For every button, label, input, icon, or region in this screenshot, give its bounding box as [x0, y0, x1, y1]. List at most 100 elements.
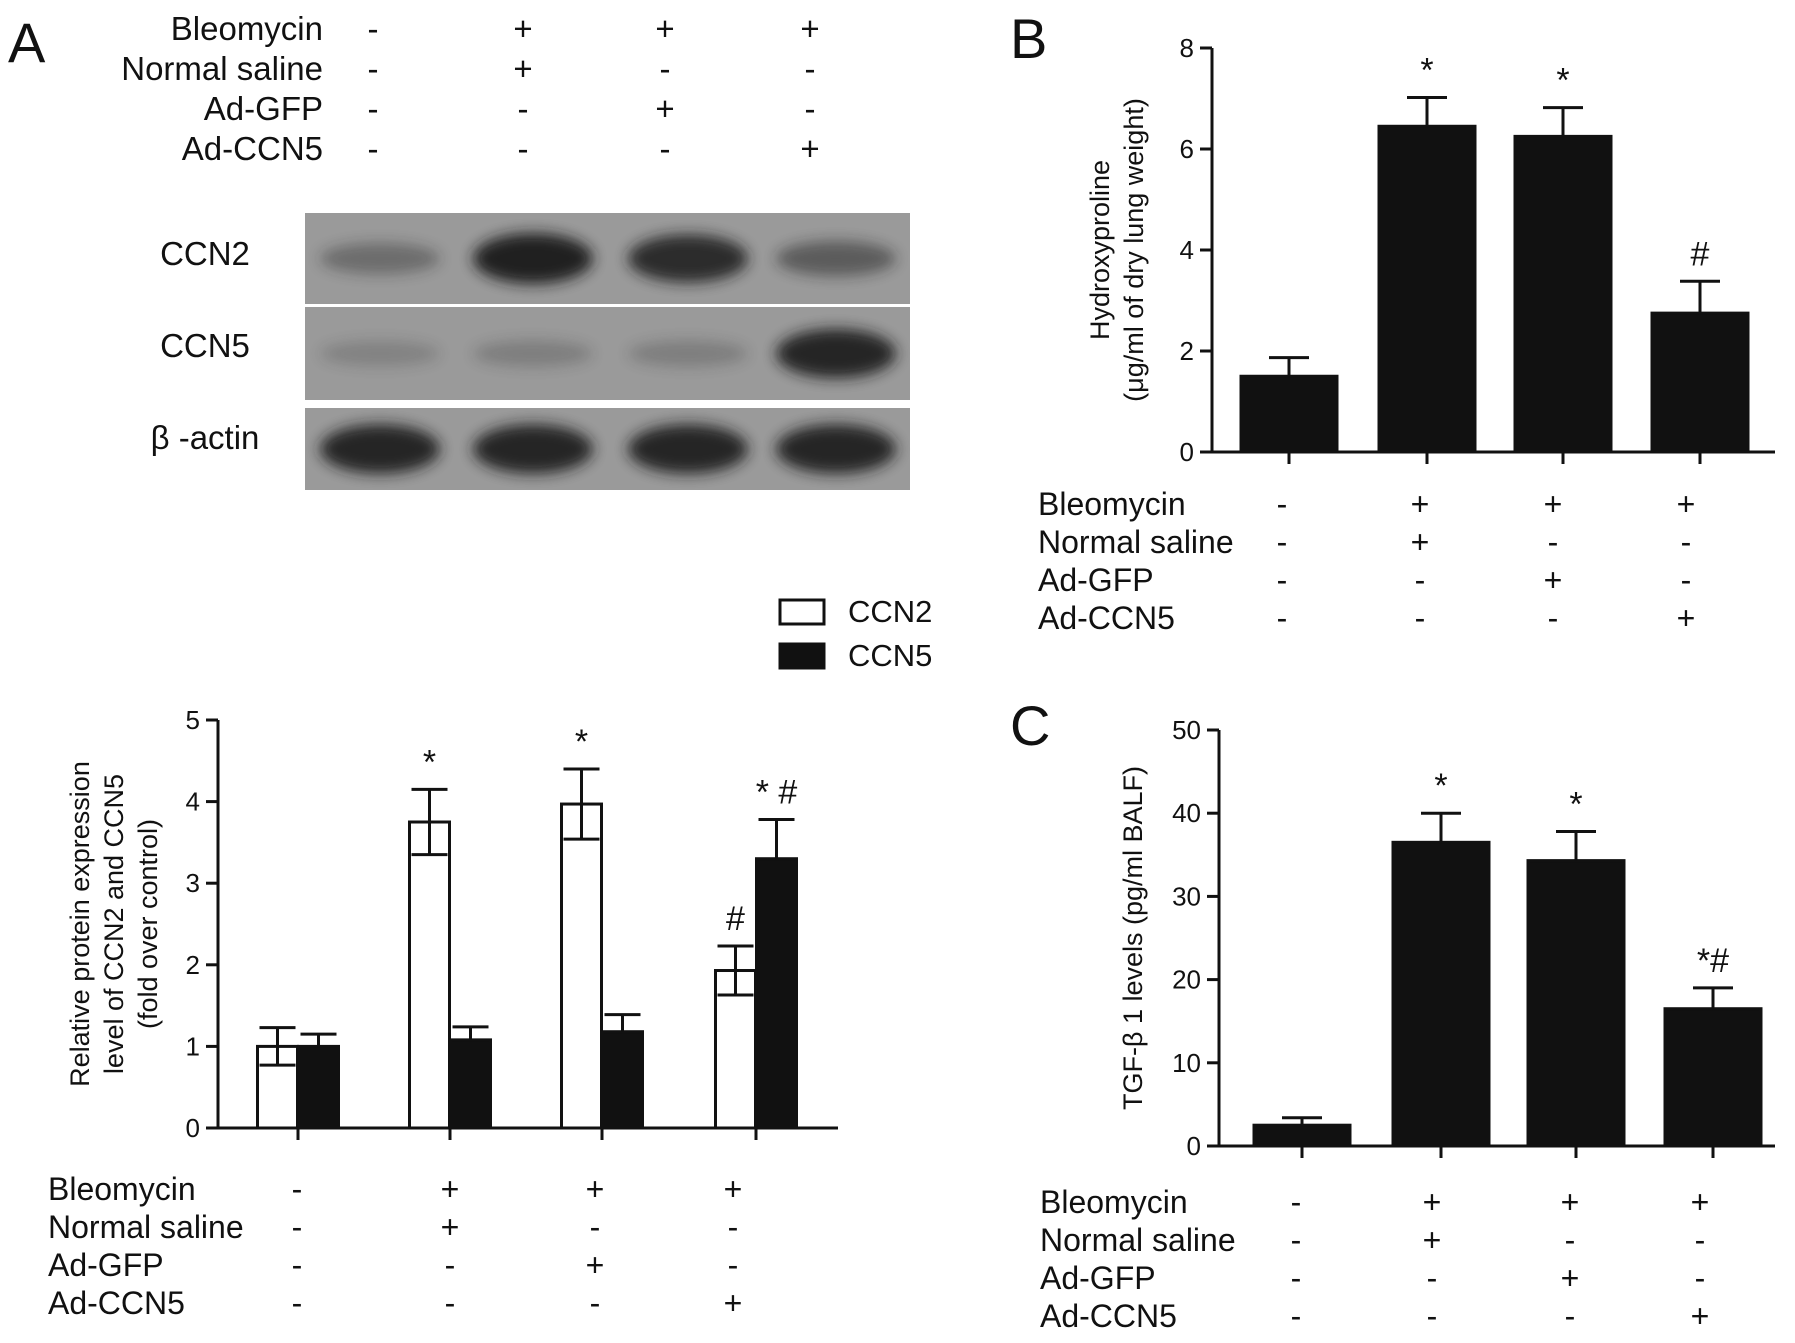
bar [1663, 1007, 1763, 1148]
treatment-tables: Bleomycin - + + +Normal saline - + - -Ad-GFP - - + -… [48, 10, 1709, 1334]
treatment-label: Ad-GFP [48, 1247, 164, 1283]
minus-sign: - [1291, 1298, 1302, 1334]
y-axis-label: level of CCN2 and CCN5 [99, 774, 129, 1074]
blot-band [776, 240, 896, 277]
blot-band [473, 424, 593, 474]
minus-sign: - [805, 90, 816, 127]
y-tick-label: 2 [186, 950, 200, 980]
treatment-label: Normal saline [1040, 1222, 1236, 1258]
chart-b-hydroxyproline: 0 2 4 6 8 Hydroxyproline (μg/ml of dry lung we… [1085, 33, 1775, 467]
bar [1513, 134, 1613, 454]
significance-label: * # [756, 774, 798, 812]
minus-sign: - [1695, 1260, 1706, 1296]
treatment-label: Ad-CCN5 [1040, 1298, 1177, 1334]
blot-band [776, 328, 896, 379]
bar [297, 1044, 340, 1130]
minus-sign: - [660, 50, 671, 87]
y-tick-label: 40 [1172, 798, 1201, 828]
minus-sign: - [445, 1247, 456, 1283]
minus-sign: - [728, 1247, 739, 1283]
blot-band [320, 243, 440, 274]
treatment-label: Bleomycin [171, 10, 323, 47]
legend-swatch [778, 598, 826, 626]
plus-sign: + [1411, 524, 1430, 560]
treatment-label: Normal saline [121, 50, 323, 87]
minus-sign: - [1277, 524, 1288, 560]
treatment-label: Ad-GFP [1040, 1260, 1156, 1296]
minus-sign: - [368, 50, 379, 87]
plus-sign: + [586, 1247, 605, 1283]
plus-sign: + [1423, 1184, 1442, 1220]
minus-sign: - [1565, 1298, 1576, 1334]
y-tick-label: 6 [1180, 134, 1194, 164]
treatment-label: Bleomycin [1040, 1184, 1188, 1220]
plus-sign: + [513, 50, 532, 87]
bar [601, 1030, 644, 1130]
treatment-label: Ad-CCN5 [182, 130, 323, 167]
minus-sign: - [728, 1209, 739, 1245]
blot-band-label: CCN5 [160, 327, 250, 364]
western-blot: CCN2 CCN5 β -actin [151, 213, 910, 490]
minus-sign: - [1277, 600, 1288, 636]
plus-sign: + [724, 1285, 743, 1321]
plus-sign: + [655, 90, 674, 127]
bar [408, 820, 451, 1130]
bar [755, 857, 798, 1130]
legend-label: CCN2 [848, 594, 932, 629]
minus-sign: - [1548, 600, 1559, 636]
blot-band [628, 424, 748, 474]
bar [1526, 859, 1626, 1148]
minus-sign: - [368, 10, 379, 47]
y-tick-label: 1 [186, 1031, 200, 1061]
minus-sign: - [590, 1285, 601, 1321]
y-axis-label: (μg/ml of dry lung weight) [1119, 98, 1149, 402]
y-tick-label: 8 [1180, 33, 1194, 63]
minus-sign: - [1548, 524, 1559, 560]
y-tick-label: 2 [1180, 336, 1194, 366]
minus-sign: - [1291, 1222, 1302, 1258]
plus-sign: + [1561, 1184, 1580, 1220]
significance-label: * [423, 743, 436, 781]
y-tick-label: 4 [186, 787, 200, 817]
blot-band [628, 234, 748, 283]
y-tick-label: 0 [1180, 437, 1194, 467]
plus-sign: + [1544, 562, 1563, 598]
plus-sign: + [1544, 486, 1563, 522]
significance-label: * [1434, 767, 1447, 805]
plus-sign: + [724, 1171, 743, 1207]
bar [1377, 124, 1477, 454]
y-axis-label: Hydroxyproline [1085, 160, 1115, 340]
plus-sign: + [513, 10, 532, 47]
y-tick-label: 30 [1172, 881, 1201, 911]
treatment-label: Normal saline [1038, 524, 1234, 560]
minus-sign: - [1681, 562, 1692, 598]
blot-band-label: β -actin [151, 419, 260, 456]
plus-sign: + [1411, 486, 1430, 522]
legend-swatch [778, 642, 826, 670]
treatment-label: Ad-CCN5 [1038, 600, 1175, 636]
minus-sign: - [518, 130, 529, 167]
minus-sign: - [1291, 1260, 1302, 1296]
bar [1239, 374, 1339, 454]
plus-sign: + [1677, 486, 1696, 522]
y-tick-label: 20 [1172, 965, 1201, 995]
plus-sign: + [1423, 1222, 1442, 1258]
y-axis-label: (fold over control) [133, 819, 163, 1029]
minus-sign: - [368, 90, 379, 127]
significance-label: * [1420, 51, 1433, 89]
significance-label: * [1569, 786, 1582, 824]
y-tick-label: 0 [1187, 1131, 1201, 1161]
y-tick-label: 5 [186, 705, 200, 735]
bar [449, 1038, 492, 1130]
plus-sign: + [1691, 1298, 1710, 1334]
bar [560, 802, 603, 1130]
plus-sign: + [1691, 1184, 1710, 1220]
plus-sign: + [586, 1171, 605, 1207]
significance-label: # [1691, 235, 1710, 273]
panel-label-c: C [1010, 694, 1050, 757]
plus-sign: + [441, 1209, 460, 1245]
significance-label: *# [1697, 942, 1729, 980]
plus-sign: + [800, 130, 819, 167]
y-tick-label: 10 [1172, 1048, 1201, 1078]
y-tick-label: 3 [186, 868, 200, 898]
